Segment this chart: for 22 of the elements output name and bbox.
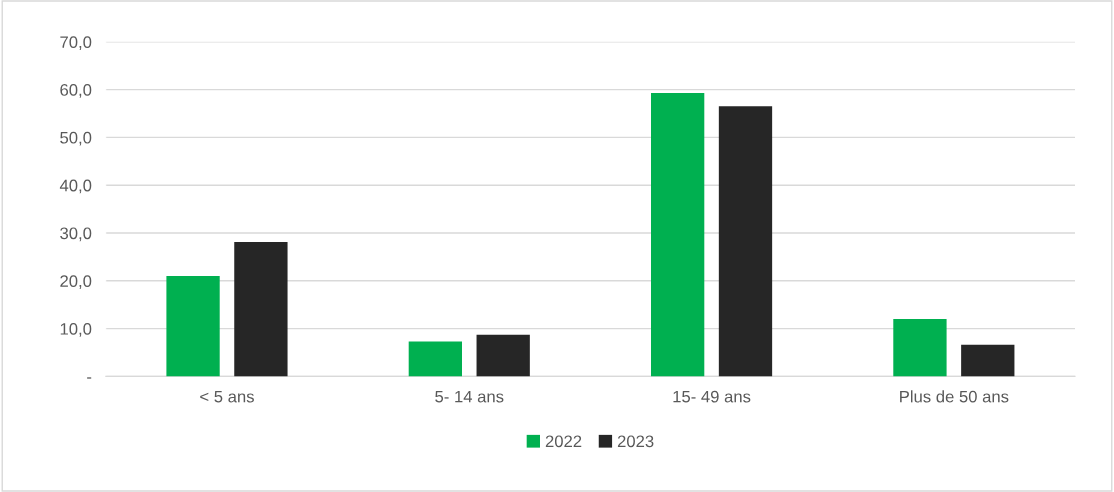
bar [650, 92, 705, 377]
y-tick-label: 40,0 [59, 179, 92, 194]
bar [408, 341, 462, 377]
x-tick-label: < 5 ans [200, 390, 254, 403]
y-tick-label: 60,0 [60, 84, 92, 98]
y-tick-label: 70,0 [60, 36, 92, 50]
legend-label: 2023 [617, 435, 654, 448]
legend-label: 2022 [545, 435, 582, 448]
y-tick-label: - [87, 377, 92, 379]
x-tick-label: Plus de 50 ans [900, 390, 1009, 403]
bar [961, 344, 1015, 377]
y-tick-label: 30,0 [60, 227, 92, 242]
bar [893, 319, 947, 377]
y-tick-label: 50,0 [60, 131, 92, 146]
bar [166, 276, 220, 377]
x-tick-label: 5- 14 ans [435, 390, 504, 403]
bar [476, 334, 530, 377]
bar [234, 242, 288, 377]
y-tick-label: 10,0 [60, 322, 92, 337]
bar [718, 106, 773, 377]
x-tick-label: 15- 49 ans [673, 390, 751, 403]
y-tick-label: 20,0 [60, 275, 92, 289]
